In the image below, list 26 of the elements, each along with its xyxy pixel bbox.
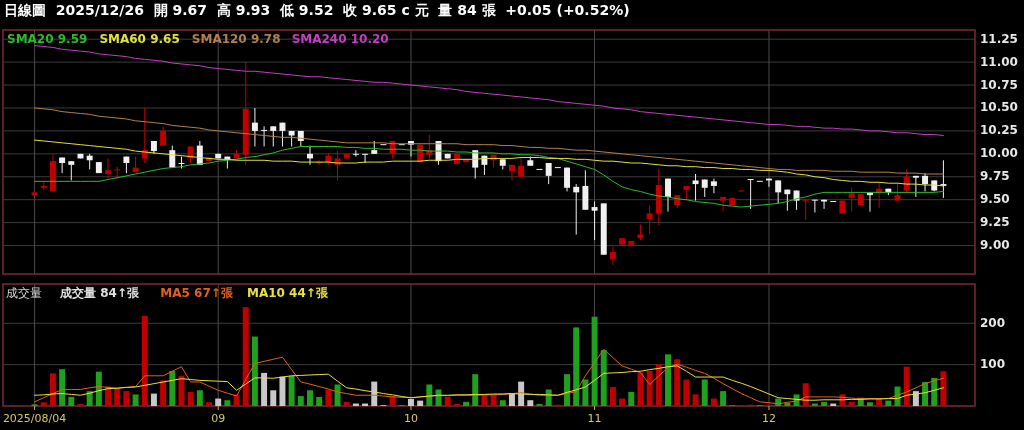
y-tick-label: 11.25: [980, 31, 1018, 46]
text: MA10 44↑張: [246, 286, 329, 300]
y-tick-label: 10.00: [980, 146, 1018, 161]
text: SMA240 10.20: [291, 32, 389, 46]
y-tick-label: 11.00: [980, 54, 1018, 69]
y-tick-label: 9.25: [980, 215, 1010, 230]
text: SMA60 9.65: [99, 32, 180, 46]
y-tick-label: 10.75: [980, 77, 1018, 92]
chart-title: 日線圖 2025/12/26 開 9.67 高 9.93 低 9.52 收 9.65 c 元 量 84 張 +0.05 (+0.52%): [4, 2, 630, 18]
text: MA5 67↑張: [160, 286, 234, 300]
y-tick-label: 100: [980, 357, 1006, 372]
y-tick-label: 9.00: [980, 238, 1010, 253]
text: SMA20 9.59: [7, 32, 88, 46]
x-tick-label: 2025/08/04: [2, 412, 67, 425]
chart-title: 成交量: [6, 286, 42, 300]
y-tick-label: 200: [980, 315, 1006, 330]
y-tick-label: 9.50: [980, 192, 1010, 207]
x-tick-label: 11: [587, 412, 602, 425]
text: SMA120 9.78: [191, 32, 281, 46]
x-tick-label: 12: [761, 412, 776, 425]
y-tick-label: 10.50: [980, 100, 1018, 115]
y-tick-label: 9.75: [980, 169, 1010, 184]
x-tick-label: 10: [403, 412, 418, 425]
y-tick-label: 10.25: [980, 123, 1018, 138]
series-label: 成交量 84↑張: [59, 286, 140, 300]
x-tick-label: 09: [211, 412, 226, 425]
